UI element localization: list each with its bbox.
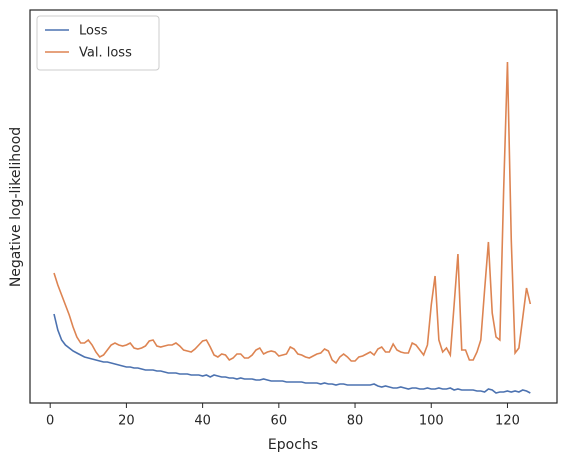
series-line [53, 61, 532, 365]
x-tick-label: 20 [118, 414, 135, 429]
legend-label: Loss [79, 24, 108, 39]
x-tick-label: 100 [419, 414, 444, 429]
y-axis-label: Negative log-likelihood [8, 127, 24, 287]
x-tick-label: 60 [271, 414, 288, 429]
x-tick-label: 80 [347, 414, 364, 429]
x-tick-label: 0 [46, 414, 54, 429]
x-tick-label: 40 [194, 414, 211, 429]
axes-frame [29, 9, 558, 404]
x-tick-label: 120 [495, 414, 520, 429]
x-axis-label: Epochs [268, 437, 318, 453]
legend-label: Val. loss [79, 46, 132, 61]
series-line [53, 313, 531, 394]
